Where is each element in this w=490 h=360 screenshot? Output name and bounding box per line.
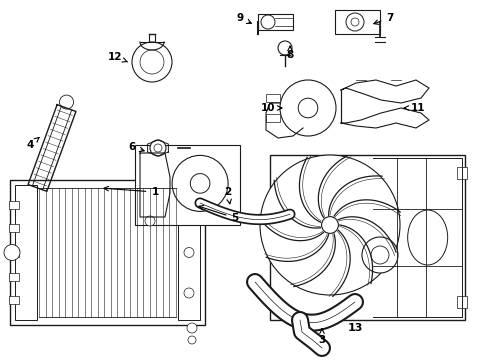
Circle shape xyxy=(145,216,155,226)
Text: 11: 11 xyxy=(404,103,425,113)
Bar xyxy=(9,248,19,256)
Circle shape xyxy=(321,217,339,233)
Circle shape xyxy=(172,156,228,211)
Circle shape xyxy=(60,95,74,109)
Bar xyxy=(15,185,37,320)
Circle shape xyxy=(140,50,164,74)
Circle shape xyxy=(184,288,194,298)
Circle shape xyxy=(351,18,359,26)
Bar xyxy=(9,224,19,232)
Text: 1: 1 xyxy=(104,186,159,197)
Circle shape xyxy=(184,248,194,257)
Bar xyxy=(457,167,467,179)
Text: 10: 10 xyxy=(261,103,282,113)
Circle shape xyxy=(260,155,400,295)
Bar xyxy=(335,10,380,34)
Bar xyxy=(10,180,205,325)
Bar xyxy=(457,296,467,308)
Circle shape xyxy=(278,41,292,55)
Bar xyxy=(135,145,240,225)
Text: 4: 4 xyxy=(26,138,39,150)
Bar xyxy=(258,14,293,30)
Circle shape xyxy=(346,13,364,31)
Circle shape xyxy=(150,140,166,156)
Ellipse shape xyxy=(408,210,448,265)
Circle shape xyxy=(371,246,389,264)
Circle shape xyxy=(184,207,194,217)
Bar xyxy=(178,185,200,320)
Text: 13: 13 xyxy=(347,323,363,333)
Circle shape xyxy=(190,174,210,193)
Text: 5: 5 xyxy=(199,206,239,223)
Circle shape xyxy=(261,15,275,29)
Circle shape xyxy=(298,98,318,118)
Bar xyxy=(270,155,465,320)
Bar xyxy=(9,296,19,304)
Circle shape xyxy=(188,336,196,344)
Circle shape xyxy=(362,237,398,273)
Text: 6: 6 xyxy=(128,142,144,152)
Text: 2: 2 xyxy=(224,187,232,204)
Circle shape xyxy=(280,80,336,136)
Text: 3: 3 xyxy=(318,329,326,345)
Bar xyxy=(266,94,280,102)
Text: 12: 12 xyxy=(108,52,128,62)
Text: 7: 7 xyxy=(374,13,393,24)
Bar xyxy=(9,201,19,209)
Circle shape xyxy=(4,244,20,261)
Bar xyxy=(266,114,280,122)
Circle shape xyxy=(154,144,162,152)
Bar xyxy=(9,273,19,281)
Circle shape xyxy=(187,323,197,333)
Text: 8: 8 xyxy=(286,46,294,60)
Circle shape xyxy=(132,42,172,82)
Text: 9: 9 xyxy=(237,13,251,23)
